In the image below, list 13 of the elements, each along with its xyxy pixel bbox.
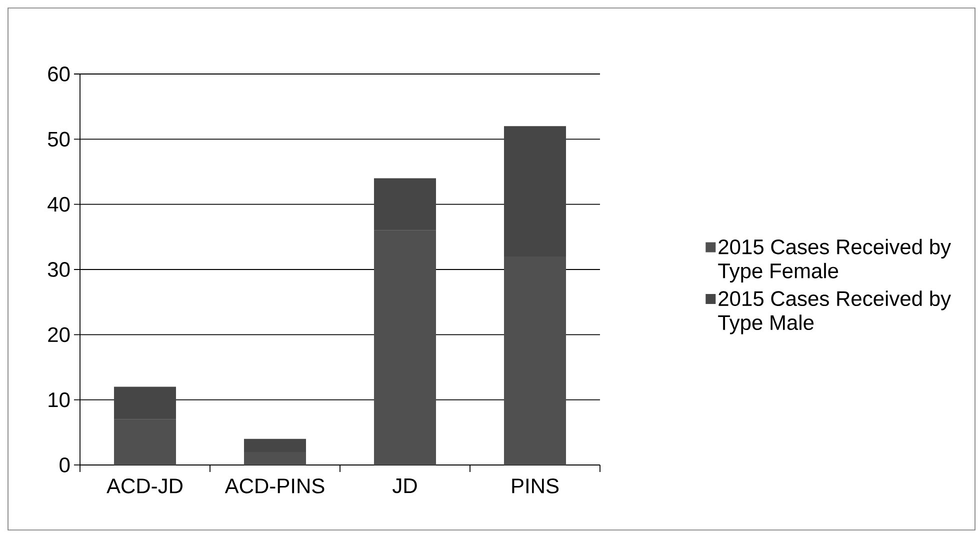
- y-tick-label: 10: [48, 392, 70, 408]
- x-tick-label: ACD-JD: [106, 478, 182, 494]
- legend-label: 2015 Cases Received by Type Male: [718, 290, 952, 334]
- y-tick-label: 0: [60, 458, 70, 472]
- y-tick-label: 30: [48, 262, 70, 277]
- x-tick-label: ACD-PINS: [224, 478, 324, 494]
- x-tick-label: JD: [392, 478, 417, 494]
- y-tick-label: 20: [48, 327, 70, 342]
- y-tick-label: 50: [48, 132, 70, 147]
- y-tick-label: 60: [48, 66, 70, 82]
- y-tick-label: 40: [48, 196, 70, 212]
- x-tick-label: PINS: [512, 478, 559, 494]
- legend-label: 2015 Cases Received by Type Female: [718, 238, 952, 282]
